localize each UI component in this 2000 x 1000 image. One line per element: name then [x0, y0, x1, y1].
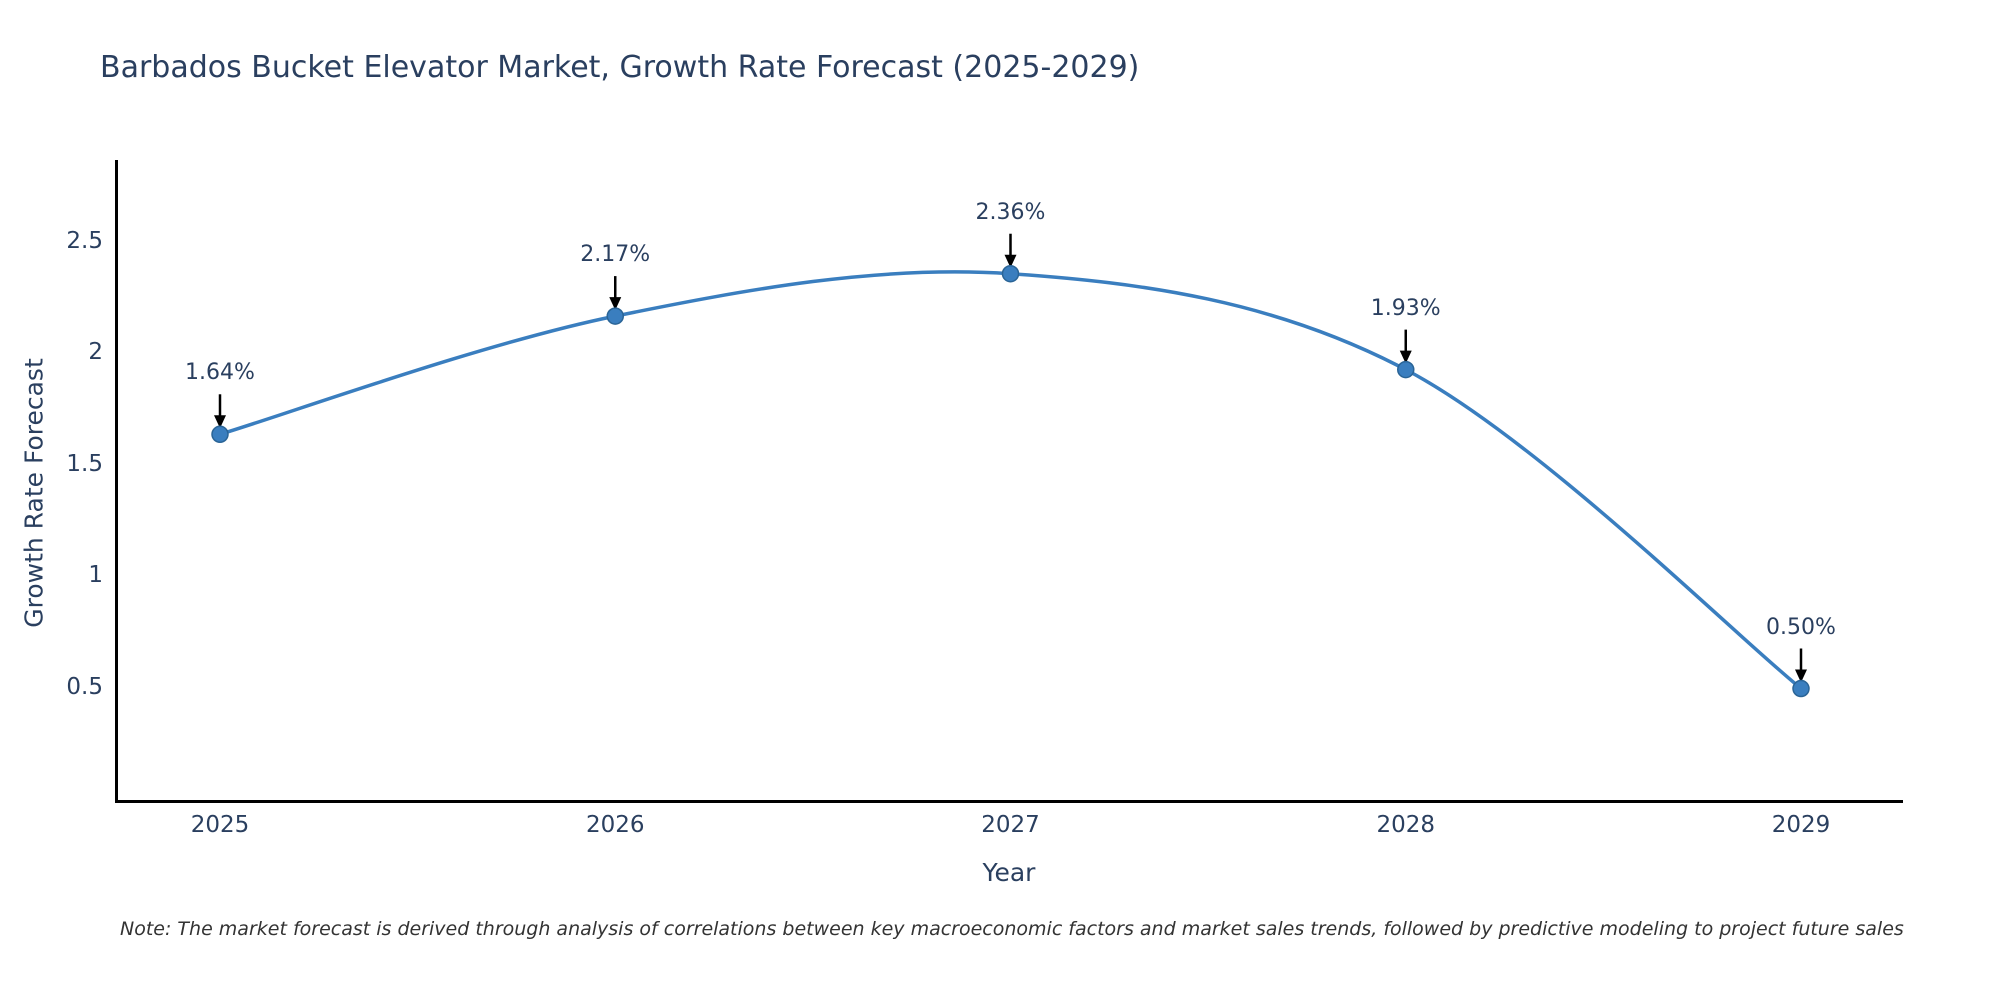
- x-tick-label: 2029: [1771, 812, 1831, 838]
- x-tick-label: 2028: [1376, 812, 1436, 838]
- y-tick-label: 1: [88, 562, 103, 588]
- x-tick-label: 2027: [981, 812, 1040, 838]
- data-point-2027[interactable]: [1001, 264, 1020, 283]
- x-tick-label: 2025: [190, 812, 250, 838]
- plot-area[interactable]: 1.64% 2.17% 2.36% 1.93% 0.50%: [115, 160, 1903, 803]
- annotation-arrowhead-icon: [214, 415, 226, 429]
- forecast-line: [219, 270, 1803, 690]
- annotation-arrowhead-icon: [609, 297, 622, 311]
- data-point-2026[interactable]: [606, 307, 624, 325]
- y-axis-title: Growth Rate Forecast: [19, 358, 49, 628]
- data-point-2025[interactable]: [211, 425, 229, 444]
- annotation-arrowhead-icon: [1399, 350, 1412, 364]
- point-label-2026: 2.17%: [580, 242, 651, 268]
- point-label-2027: 2.36%: [975, 199, 1046, 225]
- y-tick-label: 1.5: [66, 450, 103, 477]
- data-point-2029[interactable]: [1792, 679, 1810, 698]
- point-label-2028: 1.93%: [1370, 295, 1441, 321]
- y-tick-label: 0.5: [66, 673, 103, 700]
- x-tick-label: 2026: [585, 812, 645, 838]
- data-point-2028[interactable]: [1397, 360, 1415, 379]
- line-chart-canvas: [211, 233, 1810, 698]
- y-tick-label: 2: [88, 339, 103, 365]
- point-label-2029: 0.50%: [1766, 614, 1836, 640]
- chart-title: Barbados Bucket Elevator Market, Growth …: [100, 50, 1140, 85]
- point-label-2025: 1.64%: [185, 360, 255, 386]
- annotation-arrowhead-icon: [1795, 669, 1807, 683]
- x-axis-title: Year: [982, 858, 1036, 887]
- annotation-arrowhead-icon: [1004, 254, 1017, 268]
- y-tick-label: 2.5: [66, 227, 103, 254]
- footnote: Note: The market forecast is derived thr…: [120, 918, 1904, 940]
